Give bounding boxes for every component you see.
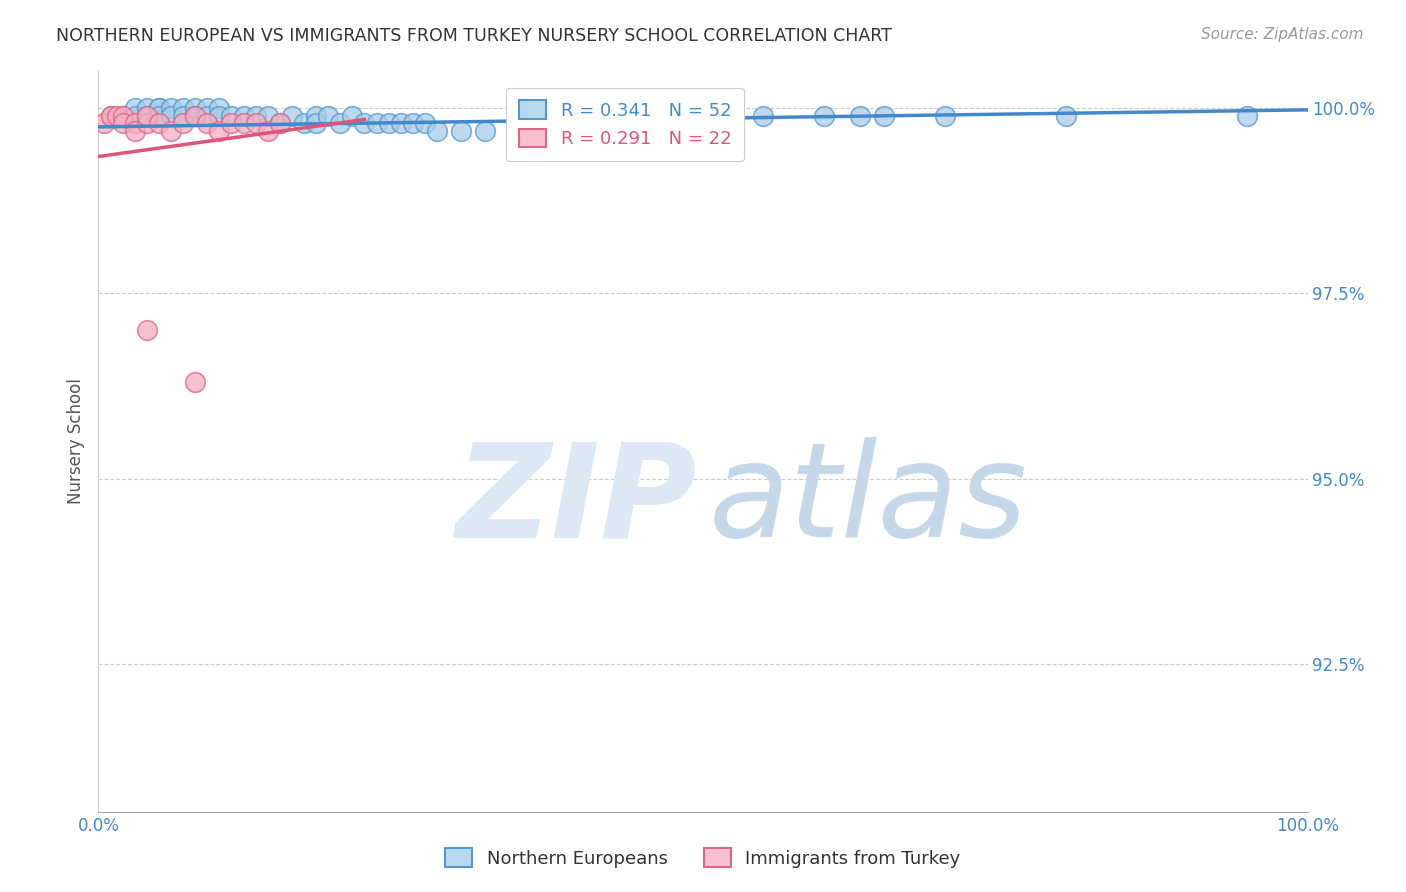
Point xyxy=(160,123,183,137)
Point xyxy=(160,101,183,115)
Point xyxy=(148,109,170,123)
Point xyxy=(571,109,593,123)
Point xyxy=(873,109,896,123)
Point xyxy=(172,101,194,115)
Point xyxy=(377,116,399,130)
Point xyxy=(208,101,231,115)
Point xyxy=(135,109,157,123)
Point xyxy=(195,116,218,130)
Text: Source: ZipAtlas.com: Source: ZipAtlas.com xyxy=(1201,27,1364,42)
Point xyxy=(413,116,436,130)
Point xyxy=(148,101,170,115)
Point xyxy=(135,323,157,337)
Point xyxy=(148,116,170,130)
Point xyxy=(195,101,218,115)
Point xyxy=(105,109,128,123)
Point xyxy=(631,109,654,123)
Point xyxy=(353,116,375,130)
Point xyxy=(692,109,714,123)
Point xyxy=(426,123,449,137)
Point xyxy=(366,116,388,130)
Point xyxy=(221,116,243,130)
Text: ZIP: ZIP xyxy=(456,437,697,565)
Text: atlas: atlas xyxy=(709,437,1028,565)
Point xyxy=(195,109,218,123)
Point xyxy=(281,109,304,123)
Point xyxy=(172,109,194,123)
Point xyxy=(124,123,146,137)
Point xyxy=(232,109,254,123)
Point xyxy=(256,123,278,137)
Point xyxy=(269,116,291,130)
Point xyxy=(148,101,170,115)
Point xyxy=(1236,109,1258,123)
Point xyxy=(111,109,134,123)
Point xyxy=(232,116,254,130)
Point xyxy=(849,109,872,123)
Point xyxy=(292,116,315,130)
Point xyxy=(474,123,496,137)
Point xyxy=(547,109,569,123)
Point xyxy=(208,109,231,123)
Point xyxy=(245,116,267,130)
Point xyxy=(316,109,339,123)
Point xyxy=(256,109,278,123)
Point xyxy=(389,116,412,130)
Point xyxy=(184,376,207,390)
Point xyxy=(342,109,364,123)
Point xyxy=(221,109,243,123)
Text: NORTHERN EUROPEAN VS IMMIGRANTS FROM TURKEY NURSERY SCHOOL CORRELATION CHART: NORTHERN EUROPEAN VS IMMIGRANTS FROM TUR… xyxy=(56,27,893,45)
Point xyxy=(100,109,122,123)
Point xyxy=(124,101,146,115)
Point xyxy=(269,116,291,130)
Point xyxy=(934,109,956,123)
Y-axis label: Nursery School: Nursery School xyxy=(66,378,84,505)
Point xyxy=(135,101,157,115)
Point xyxy=(752,109,775,123)
Point xyxy=(305,116,328,130)
Point xyxy=(100,109,122,123)
Point xyxy=(135,109,157,123)
Point xyxy=(93,116,115,130)
Point xyxy=(160,109,183,123)
Point xyxy=(184,109,207,123)
Point xyxy=(450,123,472,137)
Point xyxy=(245,109,267,123)
Point xyxy=(510,109,533,123)
Point xyxy=(124,116,146,130)
Point xyxy=(111,116,134,130)
Legend: R = 0.341   N = 52, R = 0.291   N = 22: R = 0.341 N = 52, R = 0.291 N = 22 xyxy=(506,87,744,161)
Point xyxy=(124,109,146,123)
Point xyxy=(305,109,328,123)
Point xyxy=(184,109,207,123)
Point xyxy=(208,123,231,137)
Point xyxy=(402,116,425,130)
Point xyxy=(111,109,134,123)
Point xyxy=(172,116,194,130)
Point xyxy=(135,116,157,130)
Point xyxy=(1054,109,1077,123)
Point xyxy=(813,109,835,123)
Point xyxy=(184,101,207,115)
Legend: Northern Europeans, Immigrants from Turkey: Northern Europeans, Immigrants from Turk… xyxy=(434,838,972,879)
Point xyxy=(329,116,352,130)
